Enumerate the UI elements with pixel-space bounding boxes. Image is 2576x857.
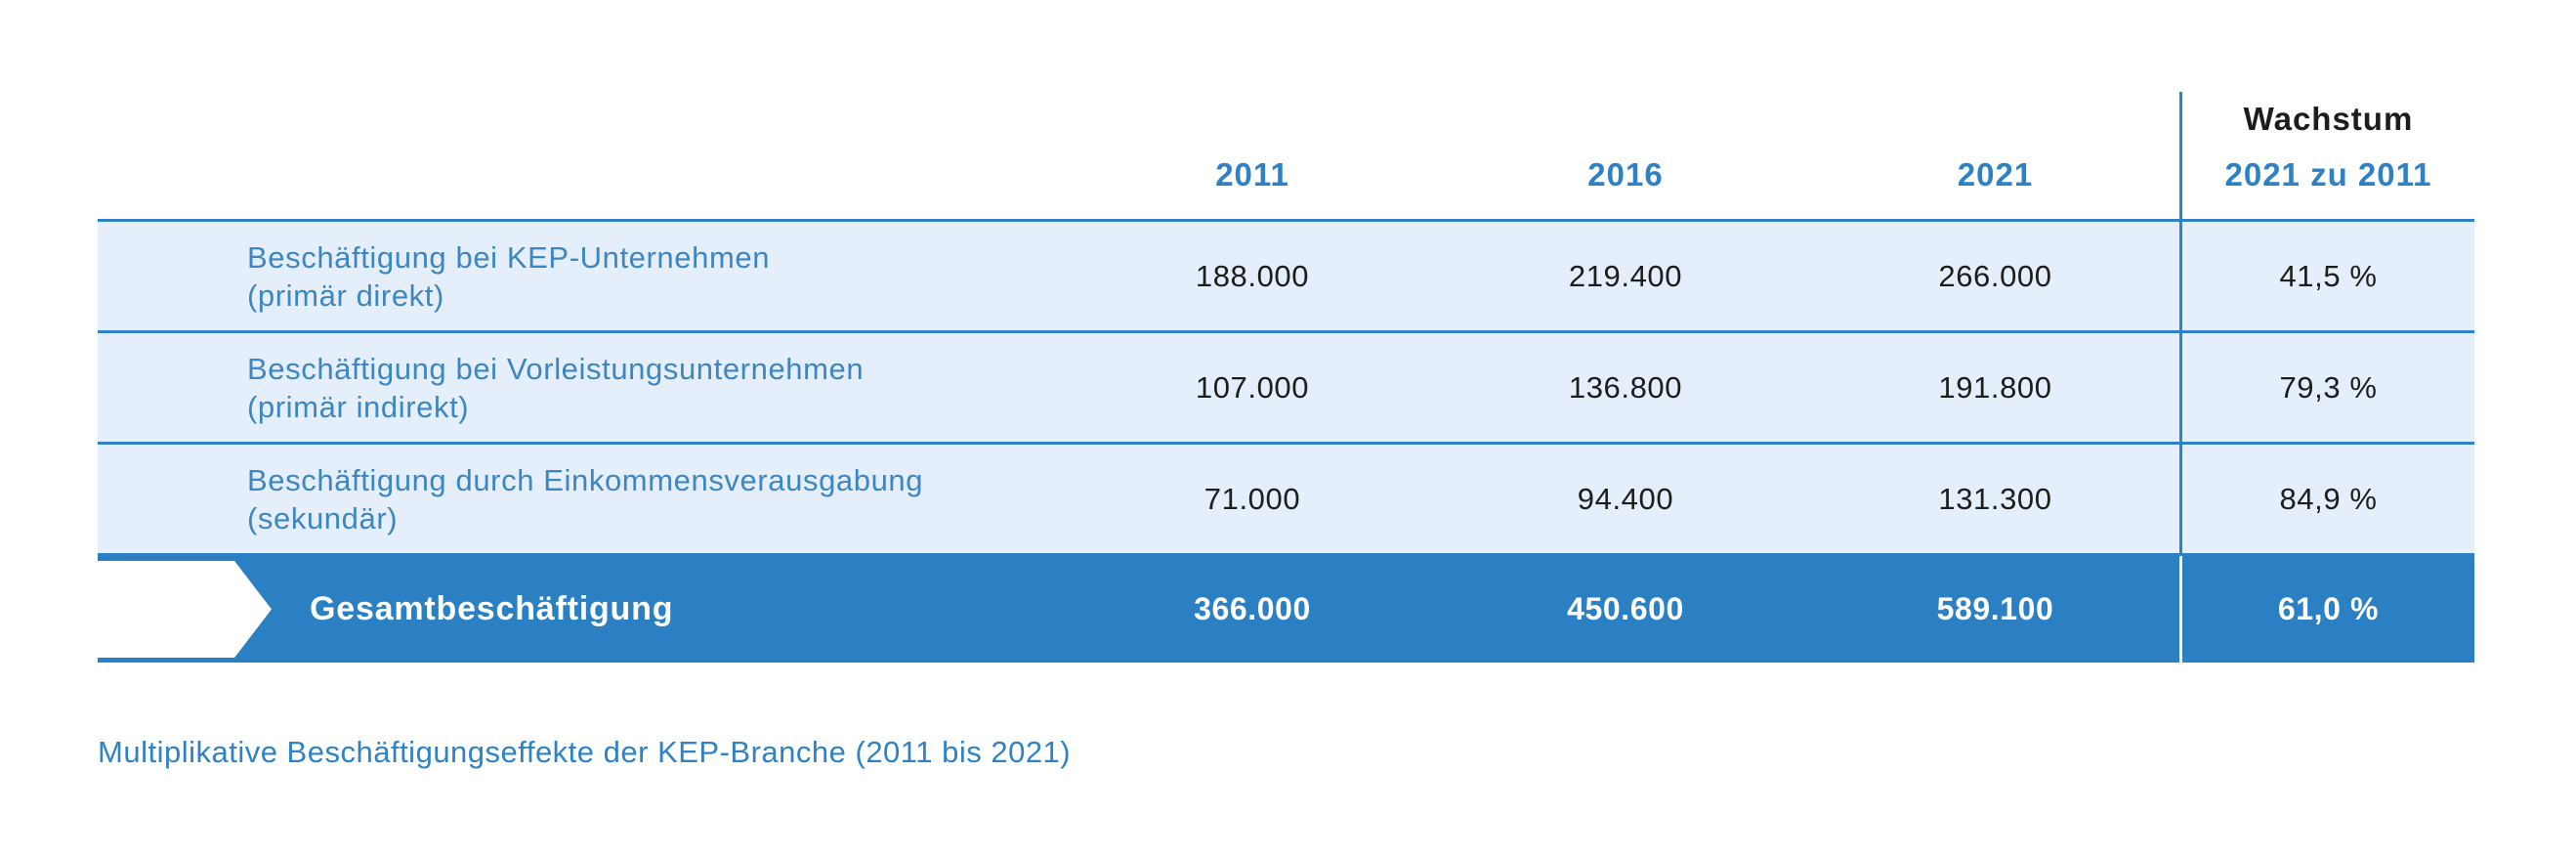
row-label-line1: Beschäftigung bei KEP-Unternehmen <box>247 239 771 275</box>
row-label: Beschäftigung durch Einkommensverausgabu… <box>98 445 1065 553</box>
cell-growth: 79,3 % <box>2179 333 2474 442</box>
table-row-total: Gesamtbeschäftigung 366.000 450.600 589.… <box>98 553 2474 663</box>
column-header-2016: 2016 <box>1587 156 1664 193</box>
row-label-line2: (primär direkt) <box>247 278 444 313</box>
cell-value-2021: 191.800 <box>1938 369 2052 405</box>
arrow-right-shape <box>98 561 272 658</box>
cell-growth: 41,5 % <box>2179 222 2474 330</box>
table-row-upstream-indirect: Beschäftigung bei Vorleistungsunternehme… <box>98 330 2474 442</box>
cell-value-2021: 266.000 <box>1938 258 2052 293</box>
row-label-line2: (primär indirekt) <box>247 389 470 424</box>
row-label-line1: Beschäftigung bei Vorleistungsunternehme… <box>247 351 865 386</box>
table-row-kep-direct: Beschäftigung bei KEP-Unternehmen (primä… <box>98 219 2474 330</box>
column-header-2011: 2011 <box>1215 156 1289 193</box>
total-growth-value: 61,0 % <box>2179 556 2474 663</box>
cell-value-2021: 131.300 <box>1938 481 2052 516</box>
cell-value-2011: 107.000 <box>1195 369 1310 405</box>
table-caption: Multiplikative Beschäftigungseffekte der… <box>98 735 1072 769</box>
table-row-income-secondary: Beschäftigung durch Einkommensverausgabu… <box>98 442 2474 553</box>
total-value-2021: 589.100 <box>1936 591 2054 626</box>
cell-value-2016: 219.400 <box>1568 258 1683 293</box>
cell-value-2016: 136.800 <box>1568 369 1683 405</box>
cell-value-2011: 71.000 <box>1204 481 1301 516</box>
total-value-2016: 450.600 <box>1567 591 1684 626</box>
cell-growth: 84,9 % <box>2179 445 2474 553</box>
cell-value-2016: 94.400 <box>1577 481 1674 516</box>
total-value-2011: 366.000 <box>1194 591 1311 626</box>
growth-header-range: 2021 zu 2011 <box>2224 156 2432 193</box>
total-row-label: Gesamtbeschäftigung <box>310 590 674 627</box>
table-body: Beschäftigung bei KEP-Unternehmen (primä… <box>98 219 2474 663</box>
row-label: Beschäftigung bei KEP-Unternehmen (primä… <box>98 222 1065 330</box>
row-label-line2: (sekundär) <box>247 500 399 536</box>
growth-column-header: Wachstum 2021 zu 2011 <box>2179 92 2474 219</box>
cell-value-2011: 188.000 <box>1195 258 1310 293</box>
table-header-row: 2011 2016 2021 Wachstum 2021 zu 2011 <box>98 59 2474 219</box>
row-label: Beschäftigung bei Vorleistungsunternehme… <box>98 333 1065 442</box>
growth-header-title: Wachstum <box>2243 101 2414 137</box>
row-label-line1: Beschäftigung durch Einkommensverausgabu… <box>247 462 924 497</box>
column-header-2021: 2021 <box>1957 156 2034 193</box>
